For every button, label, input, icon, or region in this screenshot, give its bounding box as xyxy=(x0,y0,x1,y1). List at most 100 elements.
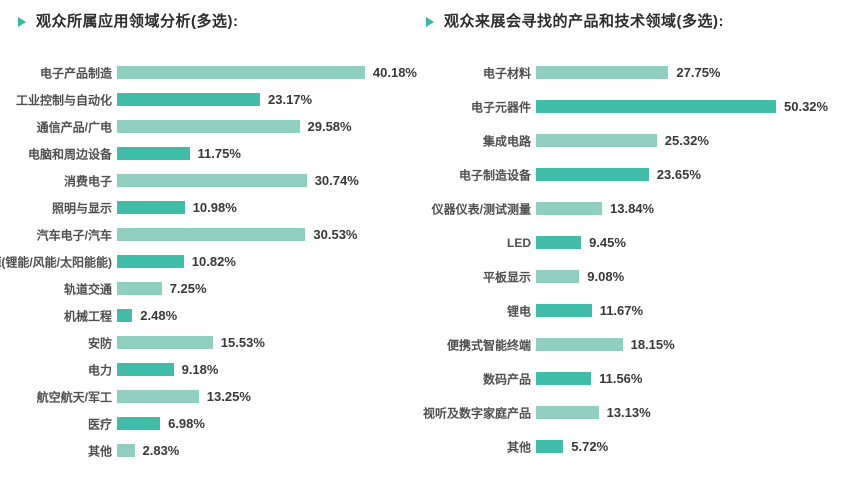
value-label: 9.45% xyxy=(589,235,626,250)
category-label-cell: 视听及数字家庭产品 xyxy=(423,406,536,420)
chart-title: 观众所属应用领域分析(多选): xyxy=(0,12,424,32)
category-label-cell: 轨道交通 xyxy=(0,282,117,296)
category-label-cell: LED xyxy=(424,235,536,250)
category-label: 汽车电子/汽车 xyxy=(36,228,112,242)
category-label-cell: 平板显示 xyxy=(424,270,536,284)
category-label: 新能源(锂能/风能/太阳能能) xyxy=(0,255,112,269)
category-label-cell: 电力 xyxy=(0,363,117,377)
category-label: 照明与显示 xyxy=(51,201,112,215)
chart-row: 汽车电子/汽车 30.53% xyxy=(0,227,424,242)
category-label-cell: 其他 xyxy=(0,444,117,458)
category-label-cell: 照明与显示 xyxy=(0,201,117,215)
bar xyxy=(536,304,592,317)
category-label-cell: 航空航天/军工 xyxy=(0,390,117,404)
value-label: 2.83% xyxy=(142,443,180,458)
chart-row: 便携式智能终端 18.15% xyxy=(424,337,851,352)
chart-sought-products: 观众来展会寻找的产品和技术领域(多选): 电子材料 27.75% 电子元器件 50.3… xyxy=(423,12,851,454)
category-label-cell: 通信产品/广电 xyxy=(0,120,117,134)
bar xyxy=(117,255,184,268)
bar xyxy=(117,201,185,214)
bar xyxy=(536,406,599,419)
category-label-cell: 汽车电子/汽车 xyxy=(0,228,117,242)
bar xyxy=(536,270,580,283)
chart-row: 电子产品制造 40.18% xyxy=(0,65,424,80)
category-label: 电子产品制造 xyxy=(39,66,112,80)
category-label-cell: 工业控制与自动化 xyxy=(0,93,117,107)
value-label: 30.74% xyxy=(314,173,359,188)
category-label: 电子材料 xyxy=(482,66,531,80)
value-label: 50.32% xyxy=(784,99,829,114)
category-label: 通信产品/广电 xyxy=(36,120,112,134)
bar-rows: 电子产品制造 40.18% 工业控制与自动化 23.17% 通信产品/广电 29.58% 电… xyxy=(0,65,424,458)
value-label: 7.25% xyxy=(169,281,207,296)
category-label: LED xyxy=(507,235,531,250)
value-label: 40.18% xyxy=(372,65,417,80)
bar xyxy=(117,309,133,322)
category-label-cell: 电子元器件 xyxy=(424,100,536,114)
chart-row: 电子元器件 50.32% xyxy=(424,99,851,114)
chart-title-text: 观众来展会寻找的产品和技术领域(多选): xyxy=(444,13,724,30)
bar xyxy=(117,417,161,430)
chart-row: 视听及数字家庭产品 13.13% xyxy=(423,405,851,420)
bar xyxy=(117,120,300,133)
category-label: 工业控制与自动化 xyxy=(15,93,112,107)
value-label: 6.98% xyxy=(168,416,205,431)
chart-row: 集成电路 25.32% xyxy=(424,133,851,148)
category-label: 电力 xyxy=(87,363,112,377)
category-label: 仪器仪表/测试测量 xyxy=(431,202,531,216)
chart-row: 安防 15.53% xyxy=(0,335,424,350)
value-label: 2.48% xyxy=(140,308,178,323)
category-label: 其他 xyxy=(87,444,112,458)
chart-row: 数码产品 11.56% xyxy=(424,371,851,386)
bar xyxy=(117,336,213,349)
chart-title: 观众来展会寻找的产品和技术领域(多选): xyxy=(424,12,851,32)
category-label-cell: 电子产品制造 xyxy=(0,66,117,80)
bar xyxy=(117,444,135,457)
category-label: 航空航天/军工 xyxy=(36,390,112,404)
category-label-cell: 医疗 xyxy=(0,417,117,431)
chart-row: 平板显示 9.08% xyxy=(424,269,851,284)
bar xyxy=(536,134,657,147)
category-label: 电子制造设备 xyxy=(458,168,531,182)
category-label: 锂电 xyxy=(506,304,531,318)
value-label: 25.32% xyxy=(664,133,709,148)
bar xyxy=(536,440,564,453)
value-label: 18.15% xyxy=(630,337,675,352)
category-label-cell: 新能源(锂能/风能/太阳能能) xyxy=(0,255,117,269)
chart-row: 电子制造设备 23.65% xyxy=(424,167,851,182)
bar xyxy=(536,202,602,215)
bar xyxy=(117,363,174,376)
value-label: 23.65% xyxy=(656,167,701,182)
category-label-cell: 电脑和周边设备 xyxy=(0,147,117,161)
value-label: 13.25% xyxy=(206,389,251,404)
value-label: 11.75% xyxy=(197,146,241,161)
chart-row: 消费电子 30.74% xyxy=(0,173,424,188)
bar xyxy=(117,390,199,403)
bar xyxy=(117,228,306,241)
category-label-cell: 消费电子 xyxy=(0,174,117,188)
bar xyxy=(536,338,623,351)
chart-row: LED 9.45% xyxy=(424,235,851,250)
value-label: 9.18% xyxy=(181,362,219,377)
value-label: 13.84% xyxy=(610,201,655,216)
chart-title-text: 观众所属应用领域分析(多选): xyxy=(36,13,239,30)
value-label: 13.13% xyxy=(606,405,651,420)
bar xyxy=(536,66,669,79)
category-label-cell: 锂电 xyxy=(424,304,536,318)
chart-row: 其他 5.72% xyxy=(424,439,851,454)
category-label: 电脑和周边设备 xyxy=(27,147,112,161)
category-label-cell: 其他 xyxy=(424,440,536,454)
chart-row: 新能源(锂能/风能/太阳能能) 10.82% xyxy=(0,254,424,269)
category-label: 集成电路 xyxy=(482,134,531,148)
value-label: 11.67% xyxy=(599,303,644,318)
chart-row: 医疗 6.98% xyxy=(0,416,424,431)
chart-row: 电子材料 27.75% xyxy=(424,65,851,80)
category-label-cell: 便携式智能终端 xyxy=(424,338,536,352)
chart-row: 仪器仪表/测试测量 13.84% xyxy=(424,201,851,216)
category-label-cell: 安防 xyxy=(0,336,117,350)
category-label: 消费电子 xyxy=(63,174,112,188)
category-label: 安防 xyxy=(87,336,112,350)
chart-row: 航空航天/军工 13.25% xyxy=(0,389,424,404)
bar xyxy=(117,147,190,160)
